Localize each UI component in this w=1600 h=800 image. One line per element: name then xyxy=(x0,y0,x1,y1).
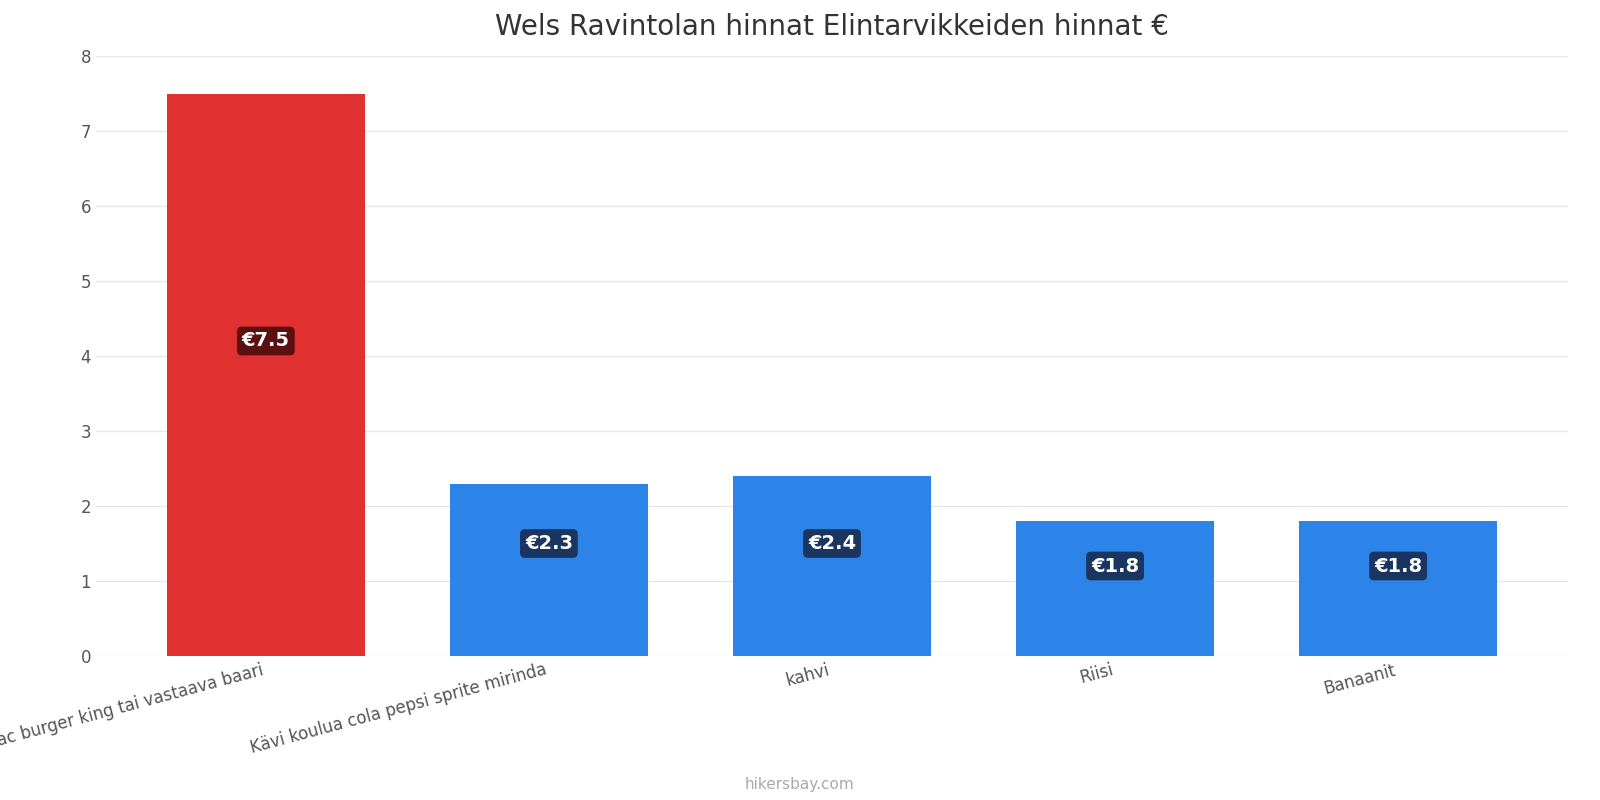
Text: €2.4: €2.4 xyxy=(808,534,856,553)
Bar xyxy=(166,94,365,656)
Bar xyxy=(450,483,648,656)
Text: €1.8: €1.8 xyxy=(1374,557,1422,575)
Text: €1.8: €1.8 xyxy=(1091,557,1139,575)
Bar xyxy=(1016,521,1214,656)
Bar xyxy=(1299,521,1498,656)
Text: €2.3: €2.3 xyxy=(525,534,573,553)
Title: Wels Ravintolan hinnat Elintarvikkeiden hinnat €: Wels Ravintolan hinnat Elintarvikkeiden … xyxy=(494,13,1170,41)
Bar xyxy=(733,476,931,656)
Text: €7.5: €7.5 xyxy=(242,331,290,350)
Text: hikersbay.com: hikersbay.com xyxy=(746,777,854,792)
